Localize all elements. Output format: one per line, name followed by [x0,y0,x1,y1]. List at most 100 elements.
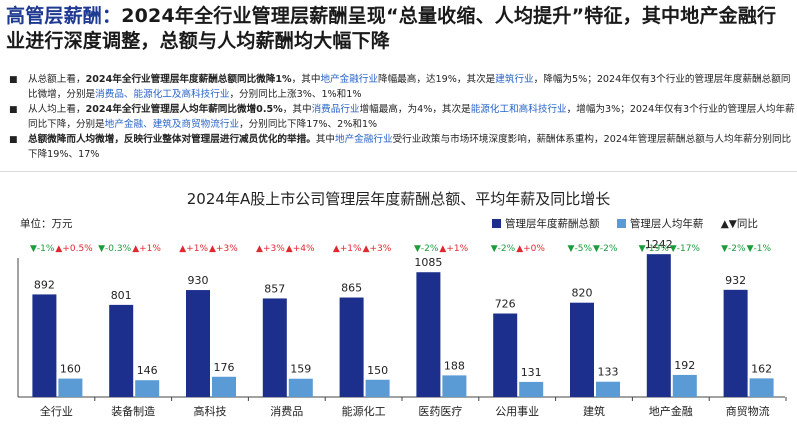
data-label: 146 [137,364,158,377]
data-label: 857 [264,282,285,295]
bar-total [262,298,287,397]
growth-label-total: ▼-2% [414,244,439,254]
category-label: 地产金融 [649,404,693,418]
data-label: 726 [495,298,516,311]
chart-legend: 管理层年度薪酬总额 管理层人均年薪 ▲▼同比 [492,216,772,231]
growth-label-total: ▲+3% [256,244,285,254]
growth-label-avg: ▲+3% [363,244,392,254]
growth-label-avg: ▼-1% [747,244,772,254]
bar-total [570,302,594,397]
bullet-text: 消费品行业 [311,104,360,115]
bar-total [646,254,671,397]
bullet-icon: ■ [9,135,18,145]
bullet-item: ■ 从总额上看，2024年全行业管理层年度薪酬总额同比微降1%，其中地产金融行业降… [6,73,797,102]
bar-avg [365,379,390,397]
bullet-text: ，分别同比上涨3%、1%和1% [229,88,362,100]
chart-title: 2024年A股上市公司管理层年度薪酬总额、平均年薪及同比增长 [186,190,611,208]
category-label: 商贸物流 [726,404,770,418]
data-label: 801 [111,289,132,302]
data-label: 932 [725,274,746,287]
bar-avg [135,380,160,397]
title-highlight: 高管层薪酬： [6,5,122,27]
growth-label-total: ▼-5% [568,244,593,254]
bar-avg [672,374,697,397]
title-text: 2024年全行业管理层薪酬呈现“总量收缩、人均提升”特征，其中地产金融行业进行深… [6,5,777,52]
bullet-text: 地产金融行业 [320,74,378,85]
growth-label-avg: ▼-17% [670,244,701,254]
growth-label-avg: ▲+3% [209,244,238,254]
bullet-text: 总额微降而人均微增，反映行业整体对管理层进行减员优化的举措。 [28,134,316,145]
data-label: 159 [290,363,311,376]
bullet-text: 2024年全行业管理层年度薪酬总额同比微降1% [85,74,292,85]
bullet-text: 其中 [315,134,335,145]
legend-swatch-total [492,219,501,228]
bullet-text: 消费品、能源化工及高科技行业 [95,88,230,100]
bullet-text: ，增幅为3%；2024年仅有3个行业的管理层人均年薪同比下降，分别是 [28,104,795,130]
bar-total [416,272,441,397]
bar-avg [212,376,236,397]
bar-avg [519,381,544,397]
data-label: 1242 [645,238,673,251]
bullet-text: 受行业政策与市场环境深度影响，薪酬体系重构，2024年管理层薪酬总额与人均年薪分… [28,134,792,160]
unit-label: 单位：万元 [20,218,73,230]
bullet-item: ■ 从人均上看，2024年全行业管理层人均年薪同比微增0.5%，其中消费品行业增幅… [6,103,797,132]
bar-avg [58,378,83,397]
bullet-item: ■ 总额微降而人均微增，反映行业整体对管理层进行减员优化的举措。其中地产金融行业受… [6,133,797,162]
bullet-icon: ■ [9,75,18,85]
growth-label-avg: ▲+1% [439,244,468,254]
growth-label-avg: ▼-2% [593,244,618,254]
growth-label-total: ▼-0.3% [98,244,131,254]
bullet-text: 能源化工和高科技行业 [470,104,567,115]
growth-label-avg: ▲+0% [516,244,545,254]
bar-avg [442,375,467,397]
page-title: 高管层薪酬：2024年全行业管理层薪酬呈现“总量收缩、人均提升”特征，其中地产金… [6,4,792,54]
legend-label-total: 管理层年度薪酬总额 [505,218,600,230]
growth-label-avg: ▲+4% [286,244,315,254]
data-label: 192 [674,359,695,372]
legend-label-avg: 管理层人均年薪 [629,218,704,230]
bar-total [339,297,364,397]
growth-label-total: ▲+1% [179,244,208,254]
bullet-text: 从总额上看， [28,74,86,85]
data-label: 150 [367,364,388,377]
data-label: 930 [188,274,209,287]
growth-label-total: ▼-2% [491,244,516,254]
bullet-text: ，其中 [282,104,312,115]
growth-label-total: ▼-19% [639,244,670,254]
growth-label-avg: ▲+1% [132,244,161,254]
bullet-list: ■ 从总额上看，2024年全行业管理层年度薪酬总额同比微降1%，其中地产金融行业降… [6,73,797,163]
bullet-text: 从人均上看， [28,104,86,115]
bullet-text: 增幅最高，为4%，其次是 [359,104,471,115]
bullet-text: 2024年全行业管理层人均年薪同比微增0.5% [85,104,283,115]
bullet-text: ，其中 [291,74,321,85]
growth-label-total: ▲+1% [333,244,362,254]
bar-avg [749,378,774,397]
category-label: 公用事业 [495,405,539,418]
data-label: 892 [34,278,55,291]
category-label: 全行业 [40,404,73,418]
category-label: 消费品 [270,404,303,418]
bar-total [186,290,210,397]
category-label: 医药医疗 [418,404,462,418]
bullet-icon: ■ [9,105,18,115]
data-label: 131 [521,366,542,379]
growth-label-avg: ▲+0.5% [55,244,93,254]
legend-item-growth: ▲▼同比 [720,218,758,230]
bar-total [32,294,57,397]
bar-avg [288,378,313,397]
growth-label-total: ▼-1% [30,244,55,254]
data-label: 820 [572,287,593,300]
category-label: 装备制造 [111,404,155,418]
data-label: 176 [214,361,235,374]
bar-total [723,289,748,397]
legend-item-avg: 管理层人均年薪 [616,218,704,230]
bullet-text: ，分别同比下降17%、2%和1% [239,118,378,130]
data-label: 188 [444,359,465,372]
bullet-text: 地产金融、建筑及商贸物流行业 [104,118,240,130]
growth-label-total: ▼-2% [721,244,746,254]
data-label: 160 [60,363,81,376]
bullet-text: 降幅最高，达19%，其次是 [378,74,496,85]
legend-item-total: 管理层年度薪酬总额 [492,218,600,230]
category-label: 建筑 [583,404,605,418]
